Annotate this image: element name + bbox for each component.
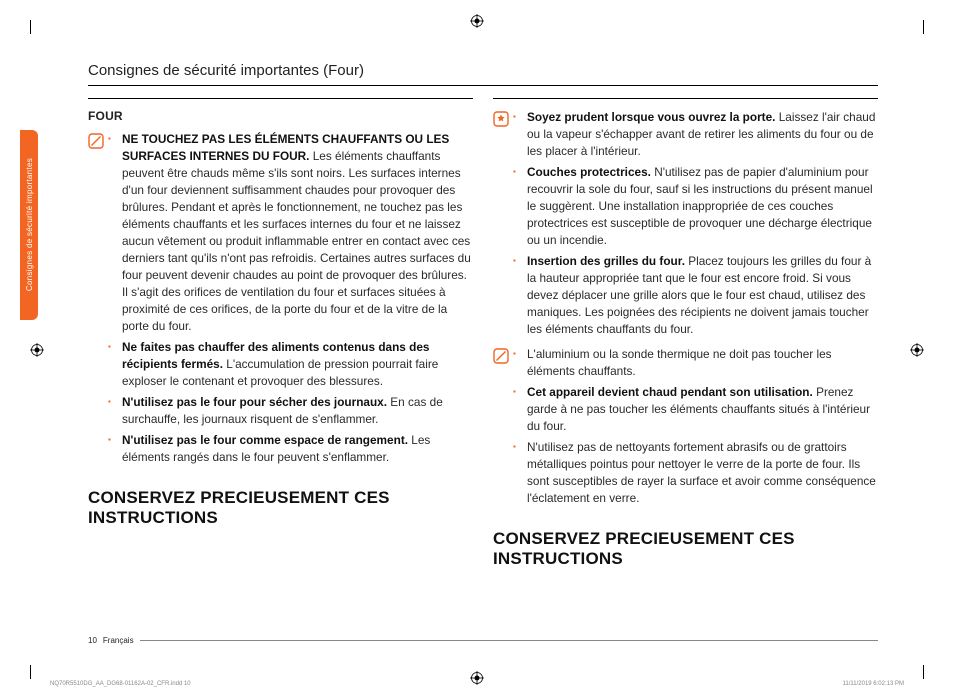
warning-list: NE TOUCHEZ PAS LES ÉLÉMENTS CHAUFFANTS O…: [108, 131, 473, 470]
registration-mark: [910, 343, 924, 357]
save-instructions-heading: CONSERVEZ PRECIEUSEMENT CES INSTRUCTIONS: [493, 529, 878, 569]
crop-mark: [923, 665, 924, 679]
warning-block: L'aluminium ou la sonde thermique ne doi…: [493, 346, 878, 511]
page-header-title: Consignes de sécurité importantes (Four): [88, 62, 878, 79]
star-icon: [493, 111, 513, 127]
list-item-bold: Cet appareil devient chaud pendant son u…: [527, 385, 813, 399]
list-item: Insertion des grilles du four. Placez to…: [513, 253, 878, 338]
list-item: Soyez prudent lorsque vous ouvrez la por…: [513, 109, 878, 160]
crop-mark: [923, 20, 924, 34]
list-item: N'utilisez pas le four comme espace de r…: [108, 432, 473, 466]
list-item-bold: NE TOUCHEZ PAS LES ÉLÉMENTS CHAUFFANTS O…: [122, 132, 449, 163]
column-right: Soyez prudent lorsque vous ouvrez la por…: [493, 98, 878, 569]
page-number: 10: [88, 636, 97, 645]
page-footer: 10 Français: [88, 636, 878, 645]
list-item-bold: Insertion des grilles du four.: [527, 254, 685, 268]
prohibit-icon: [493, 348, 513, 364]
warning-list: L'aluminium ou la sonde thermique ne doi…: [513, 346, 878, 511]
header-rule: [88, 85, 878, 86]
list-item-bold: Soyez prudent lorsque vous ouvrez la por…: [527, 110, 775, 124]
imprint-file: NQ70R5510DG_AA_DG68-01162A-02_CFR.indd 1…: [50, 681, 191, 687]
list-item: L'aluminium ou la sonde thermique ne doi…: [513, 346, 878, 380]
registration-mark: [30, 343, 44, 357]
side-tab: Consignes de sécurité importantes: [20, 130, 38, 320]
page-content: Consignes de sécurité importantes (Four)…: [88, 62, 878, 569]
list-item: N'utilisez pas de nettoyants fortement a…: [513, 439, 878, 507]
important-block: Soyez prudent lorsque vous ouvrez la por…: [493, 109, 878, 342]
column-rule: [493, 98, 878, 99]
list-item: Cet appareil devient chaud pendant son u…: [513, 384, 878, 435]
list-item: Couches protectrices. N'utilisez pas de …: [513, 164, 878, 249]
footer-rule: [140, 640, 878, 641]
crop-mark: [30, 20, 31, 34]
list-item-bold: N'utilisez pas le four pour sécher des j…: [122, 395, 387, 409]
imprint-timestamp: 11/11/2019 6:02:13 PM: [843, 681, 905, 687]
warning-block: NE TOUCHEZ PAS LES ÉLÉMENTS CHAUFFANTS O…: [88, 131, 473, 470]
save-instructions-heading: CONSERVEZ PRECIEUSEMENT CES INSTRUCTIONS: [88, 488, 473, 528]
list-item-bold: Ne faites pas chauffer des aliments cont…: [122, 340, 429, 371]
side-tab-label: Consignes de sécurité importantes: [25, 158, 34, 291]
prohibit-icon: [88, 133, 108, 149]
registration-mark: [470, 14, 484, 28]
imprint-line: NQ70R5510DG_AA_DG68-01162A-02_CFR.indd 1…: [50, 681, 904, 687]
list-item: Ne faites pas chauffer des aliments cont…: [108, 339, 473, 390]
page-language: Français: [103, 636, 134, 645]
crop-mark: [30, 665, 31, 679]
list-item-bold: Couches protectrices.: [527, 165, 651, 179]
important-list: Soyez prudent lorsque vous ouvrez la por…: [513, 109, 878, 342]
list-item: NE TOUCHEZ PAS LES ÉLÉMENTS CHAUFFANTS O…: [108, 131, 473, 335]
list-item: N'utilisez pas le four pour sécher des j…: [108, 394, 473, 428]
section-label-four: FOUR: [88, 109, 473, 123]
list-item-bold: N'utilisez pas le four comme espace de r…: [122, 433, 408, 447]
column-left: FOUR NE TOUCHEZ PAS LES ÉLÉMENTS CHAUFFA…: [88, 98, 473, 569]
column-rule: [88, 98, 473, 99]
